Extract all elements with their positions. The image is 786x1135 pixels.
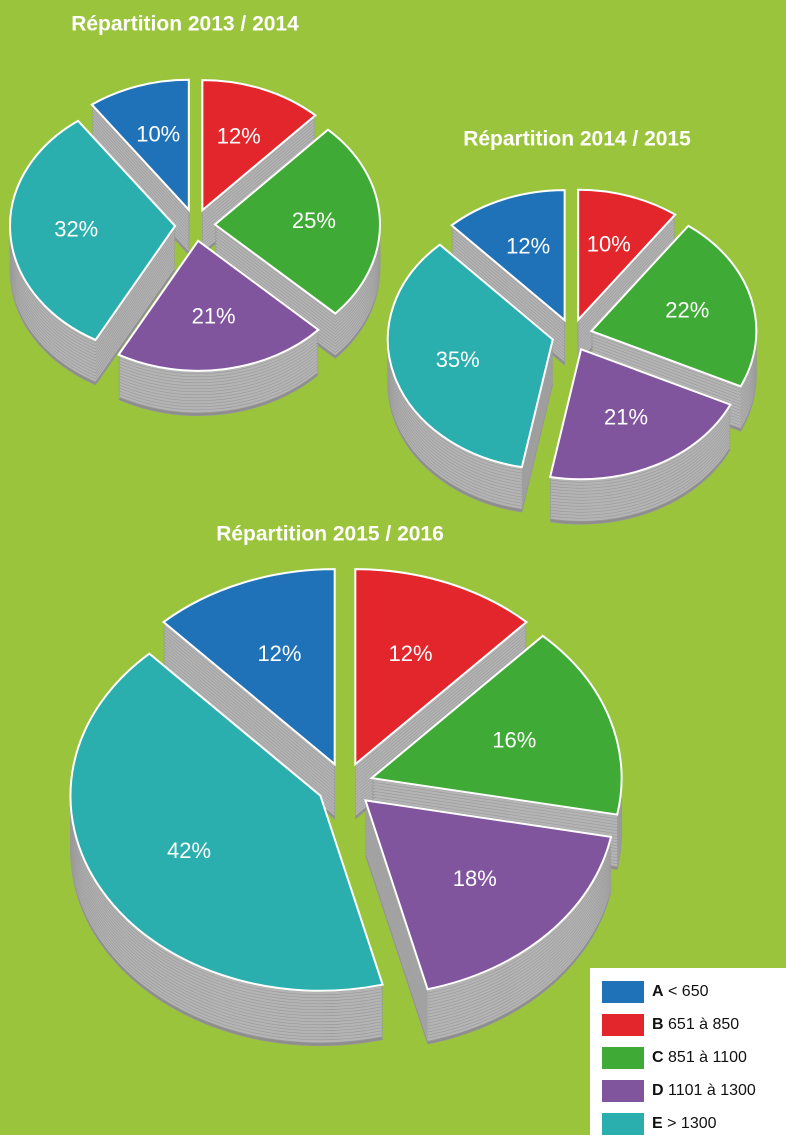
legend-label: 851 à 1100 xyxy=(668,1049,747,1066)
legend-swatch xyxy=(602,1014,644,1036)
legend-label: 1101 à 1300 xyxy=(668,1082,756,1099)
legend-key: A xyxy=(652,983,664,1000)
legend-key: E xyxy=(652,1115,663,1132)
value-label: 12% xyxy=(257,641,301,666)
value-label: 25% xyxy=(292,208,336,233)
legend-swatch xyxy=(602,1080,644,1102)
value-label: 35% xyxy=(436,347,480,372)
legend-key: D xyxy=(652,1082,664,1099)
slice xyxy=(90,78,190,213)
chart-title: Répartition 2013 / 2014 xyxy=(71,13,299,36)
slice xyxy=(161,568,336,767)
slice xyxy=(577,188,677,323)
chart-title: Répartition 2014 / 2015 xyxy=(463,128,691,151)
slice xyxy=(117,239,321,372)
value-label: 12% xyxy=(389,641,433,666)
value-label: 42% xyxy=(167,838,211,863)
slice xyxy=(369,634,623,816)
legend-entry: A < 650 xyxy=(652,983,709,1000)
slice xyxy=(589,224,758,388)
slice xyxy=(386,243,554,469)
value-label: 32% xyxy=(54,217,98,242)
chart-title: Répartition 2015 / 2016 xyxy=(216,523,444,546)
legend-swatch xyxy=(602,1113,644,1135)
value-label: 10% xyxy=(136,121,180,146)
slice xyxy=(9,119,177,342)
value-label: 12% xyxy=(506,233,550,258)
legend-key: C xyxy=(652,1049,664,1066)
legend-entry: E > 1300 xyxy=(652,1115,717,1132)
value-label: 21% xyxy=(192,304,236,329)
slice xyxy=(363,799,613,991)
value-label: 16% xyxy=(492,728,536,753)
value-label: 21% xyxy=(604,405,648,430)
slice xyxy=(450,189,566,323)
legend-label: 651 à 850 xyxy=(668,1016,739,1033)
slice xyxy=(354,568,529,767)
legend-entry: B 651 à 850 xyxy=(652,1016,739,1033)
value-label: 22% xyxy=(665,297,709,322)
value-label: 10% xyxy=(587,231,631,256)
legend-label: > 1300 xyxy=(667,1115,716,1132)
value-label: 18% xyxy=(453,866,497,891)
value-label: 12% xyxy=(217,123,261,148)
slice xyxy=(213,128,381,315)
slice xyxy=(548,347,732,481)
legend-entry: D 1101 à 1300 xyxy=(652,1082,756,1099)
legend-label: < 650 xyxy=(668,983,709,1000)
slice xyxy=(201,79,317,213)
slice xyxy=(69,652,384,992)
legend-entry: C 851 à 1100 xyxy=(652,1049,747,1066)
legend-swatch xyxy=(602,981,644,1003)
legend-key: B xyxy=(652,1016,664,1033)
legend-swatch xyxy=(602,1047,644,1069)
